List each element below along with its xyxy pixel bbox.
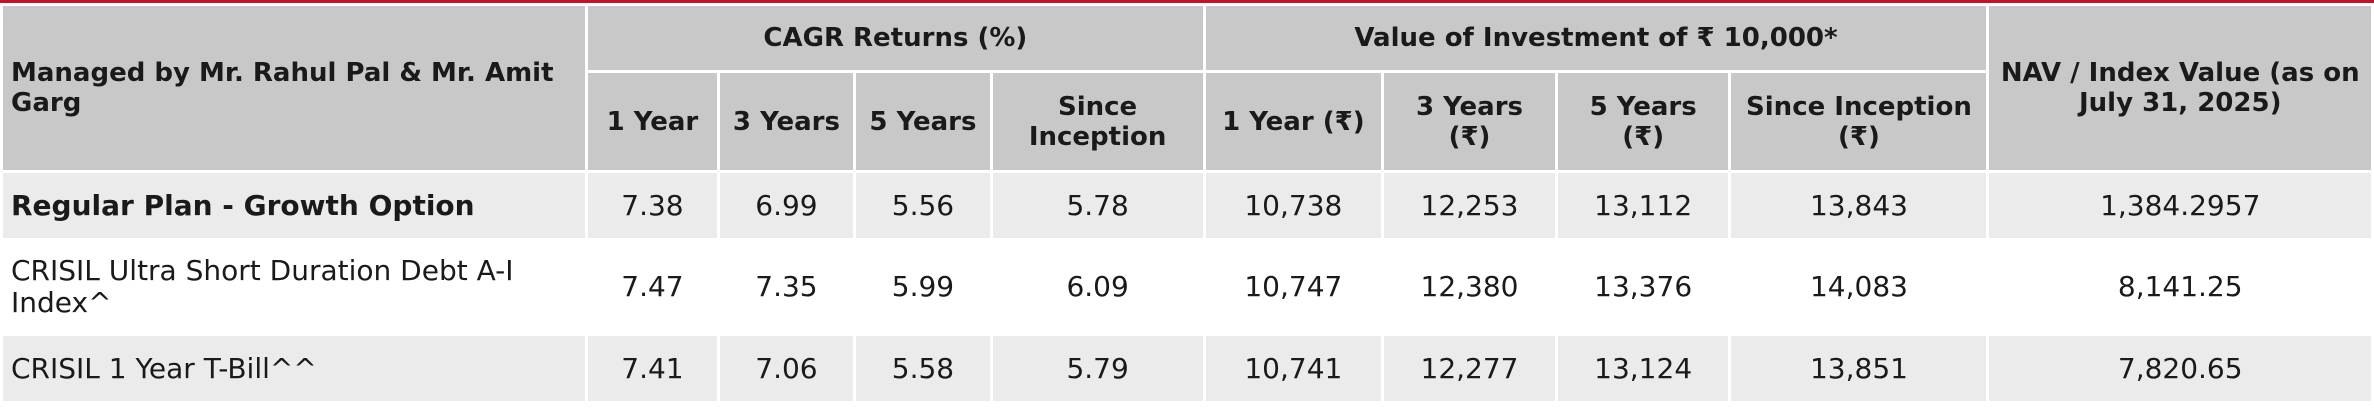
value-group-header: Value of Investment of ₹ 10,000* bbox=[1205, 6, 1987, 70]
table-row: Regular Plan - Growth Option 7.38 6.99 5… bbox=[3, 173, 2371, 238]
performance-table: Managed by Mr. Rahul Pal & Mr. Amit Garg… bbox=[0, 3, 2374, 404]
cagr-cell: 5.99 bbox=[856, 241, 990, 333]
value-cell: 13,124 bbox=[1557, 336, 1729, 401]
cagr-col-1-year: 1 Year bbox=[588, 73, 717, 170]
value-cell: 10,741 bbox=[1205, 336, 1382, 401]
cagr-cell: 5.78 bbox=[992, 173, 1203, 238]
value-cell: 13,112 bbox=[1557, 173, 1729, 238]
nav-cell: 8,141.25 bbox=[1989, 241, 2371, 333]
table-row: CRISIL 1 Year T-Bill^^ 7.41 7.06 5.58 5.… bbox=[3, 336, 2371, 401]
cagr-group-header: CAGR Returns (%) bbox=[588, 6, 1203, 70]
cagr-cell: 7.38 bbox=[588, 173, 717, 238]
value-cell: 12,277 bbox=[1384, 336, 1555, 401]
value-cell: 14,083 bbox=[1731, 241, 1987, 333]
nav-cell: 1,384.2957 bbox=[1989, 173, 2371, 238]
value-cell: 10,738 bbox=[1205, 173, 1382, 238]
cagr-cell: 7.47 bbox=[588, 241, 717, 333]
value-cell: 13,851 bbox=[1731, 336, 1987, 401]
value-col-5-years: 5 Years (₹) bbox=[1557, 73, 1729, 170]
cagr-cell: 6.09 bbox=[992, 241, 1203, 333]
value-cell: 13,376 bbox=[1557, 241, 1729, 333]
row-label: Regular Plan - Growth Option bbox=[3, 173, 586, 238]
cagr-cell: 7.35 bbox=[719, 241, 854, 333]
cagr-col-3-years: 3 Years bbox=[719, 73, 854, 170]
cagr-col-since-inception: Since Inception bbox=[992, 73, 1203, 170]
nav-header: NAV / Index Value (as on July 31, 2025) bbox=[1989, 6, 2371, 170]
value-cell: 10,747 bbox=[1205, 241, 1382, 333]
header-row-groups: Managed by Mr. Rahul Pal & Mr. Amit Garg… bbox=[3, 6, 2371, 170]
cagr-col-5-years: 5 Years bbox=[856, 73, 990, 170]
top-accent-line bbox=[0, 0, 2374, 3]
nav-cell: 7,820.65 bbox=[1989, 336, 2371, 401]
cagr-cell: 7.41 bbox=[588, 336, 717, 401]
table-row: CRISIL Ultra Short Duration Debt A-I Ind… bbox=[3, 241, 2371, 333]
value-cell: 12,380 bbox=[1384, 241, 1555, 333]
cagr-cell: 5.56 bbox=[856, 173, 990, 238]
cagr-cell: 5.58 bbox=[856, 336, 990, 401]
cagr-cell: 6.99 bbox=[719, 173, 854, 238]
managed-by-header: Managed by Mr. Rahul Pal & Mr. Amit Garg bbox=[3, 6, 586, 170]
value-col-1-year: 1 Year (₹) bbox=[1205, 73, 1382, 170]
value-col-3-years: 3 Years (₹) bbox=[1384, 73, 1555, 170]
cagr-cell: 5.79 bbox=[992, 336, 1203, 401]
header-row-columns: 1 Year 3 Years 5 Years Since Inception 1… bbox=[3, 73, 2371, 170]
cagr-cell: 7.06 bbox=[719, 336, 854, 401]
value-col-since-inception: Since Inception (₹) bbox=[1731, 73, 1987, 170]
row-label: CRISIL Ultra Short Duration Debt A-I Ind… bbox=[3, 241, 586, 333]
value-cell: 13,843 bbox=[1731, 173, 1987, 238]
row-label: CRISIL 1 Year T-Bill^^ bbox=[3, 336, 586, 401]
value-cell: 12,253 bbox=[1384, 173, 1555, 238]
